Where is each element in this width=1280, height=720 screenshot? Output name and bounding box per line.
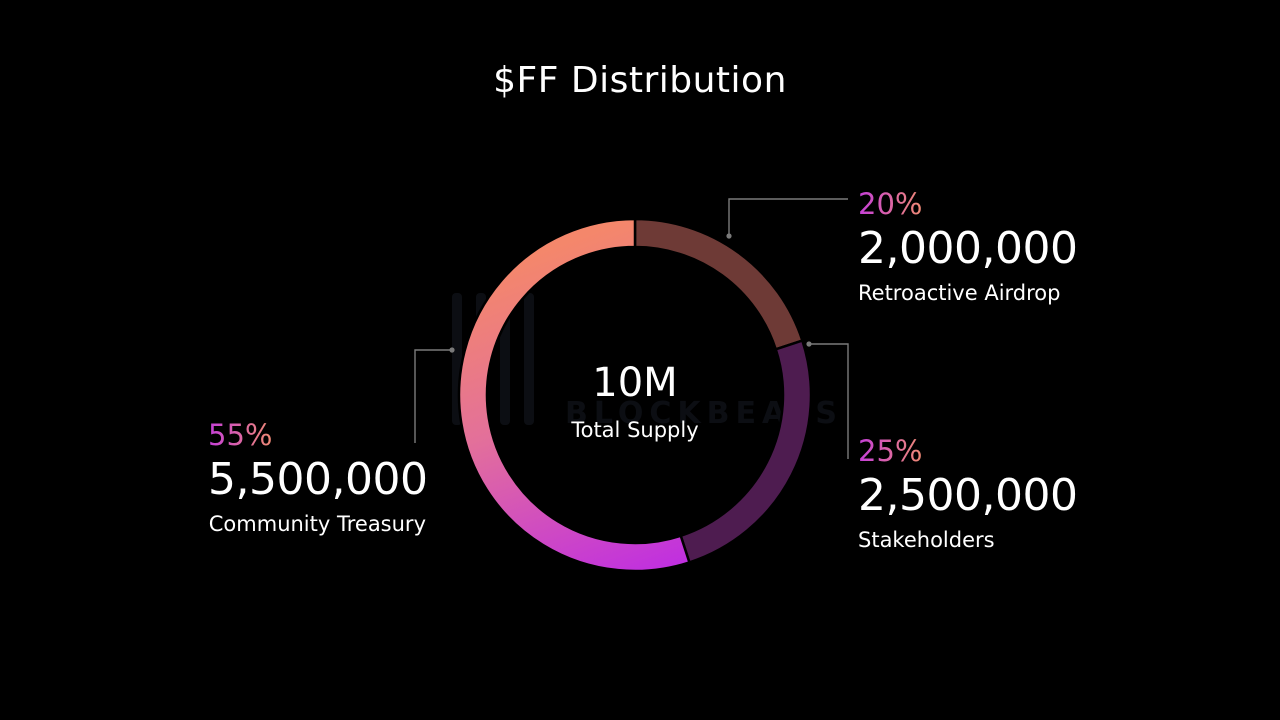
treasury-leader-dot xyxy=(449,347,455,353)
total-supply-value: 10M xyxy=(592,360,678,406)
airdrop-percent: 20% xyxy=(858,187,923,221)
treasury-percent: 55% xyxy=(208,418,273,452)
slice-community-treasury xyxy=(457,217,691,573)
stakeholders-label: Stakeholders xyxy=(858,528,995,552)
treasury-label: Community Treasury xyxy=(208,512,426,536)
slice-retroactive-airdrop xyxy=(633,217,804,351)
airdrop-leader-dot xyxy=(726,233,732,239)
airdrop-leader xyxy=(728,198,848,236)
treasury-amount: 5,500,000 xyxy=(208,454,428,505)
airdrop-callout: 20% 2,000,000 Retroactive Airdrop xyxy=(858,187,1078,305)
stakeholders-amount: 2,500,000 xyxy=(858,470,1078,521)
airdrop-amount: 2,000,000 xyxy=(858,223,1078,274)
stakeholders-leader-dot xyxy=(806,341,812,347)
total-supply-label: Total Supply xyxy=(571,418,699,442)
stakeholders-percent: 25% xyxy=(858,434,923,468)
treasury-leader xyxy=(414,349,452,443)
chart-title: $FF Distribution xyxy=(493,60,787,101)
airdrop-label: Retroactive Airdrop xyxy=(858,281,1061,305)
stakeholders-leader xyxy=(809,343,849,459)
stakeholders-callout: 25% 2,500,000 Stakeholders xyxy=(858,434,1078,552)
treasury-callout: 55% 5,500,000 Community Treasury xyxy=(170,418,428,536)
